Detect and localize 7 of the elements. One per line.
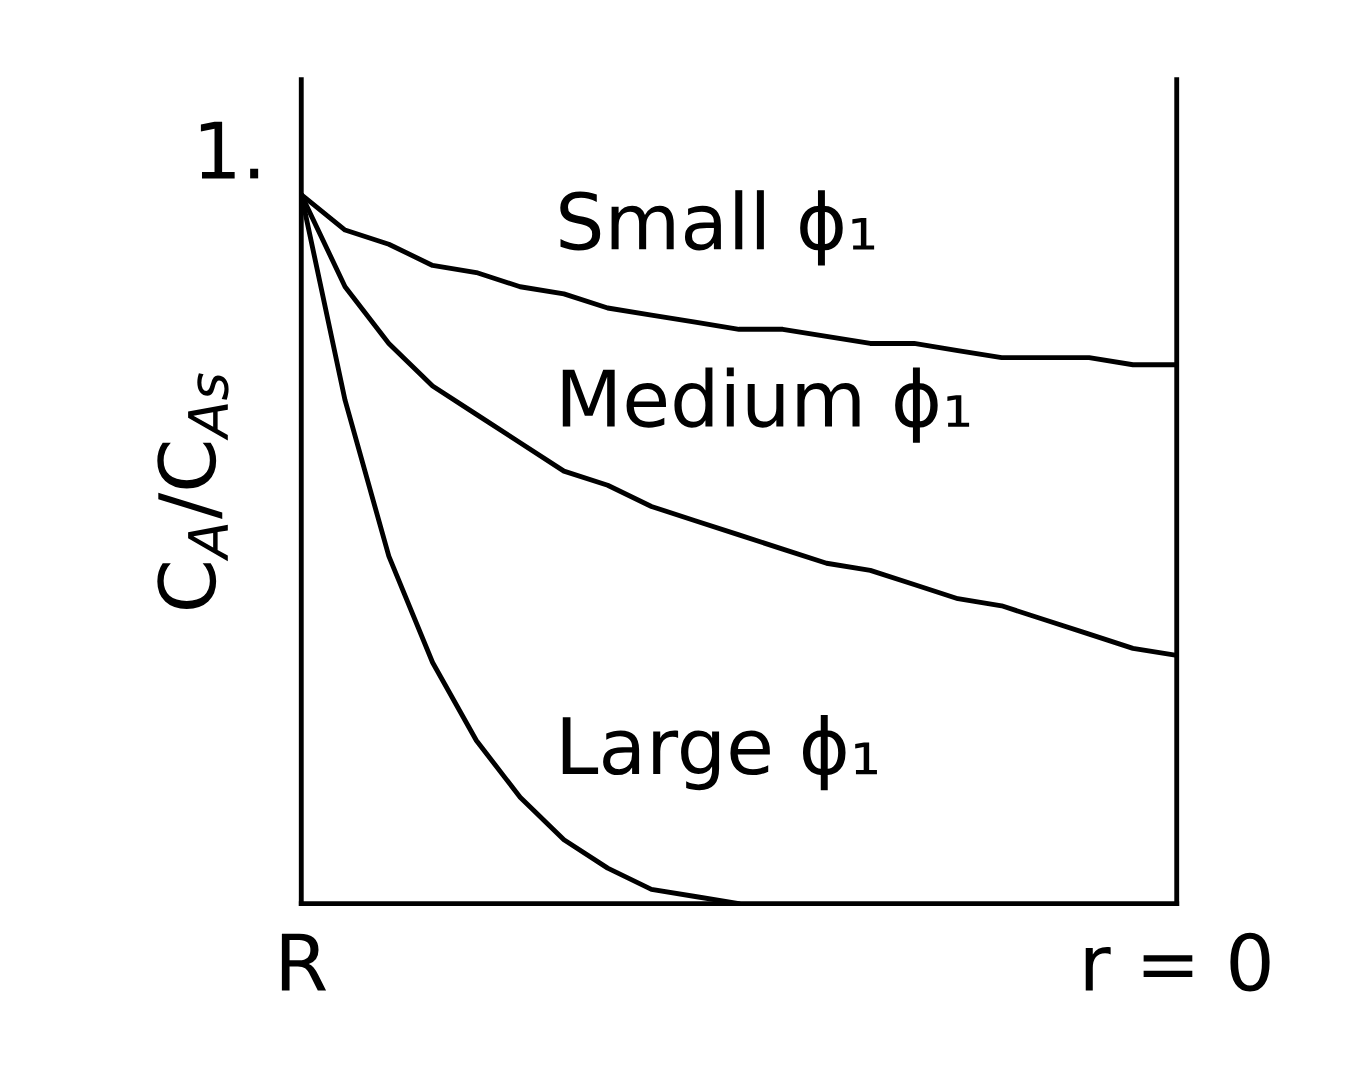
x-tick-label: r = 0 — [1085, 932, 1270, 992]
annotation: 1. — [200, 121, 259, 179]
series-label: Small ϕ₁ — [560, 190, 875, 266]
x-tick-label: R — [281, 933, 327, 991]
y-axis-title: C$_{A}$/C$_{As}$ — [157, 373, 229, 610]
series-label: Large ϕ₁ — [562, 714, 877, 791]
series-label: Medium ϕ₁ — [562, 367, 970, 443]
